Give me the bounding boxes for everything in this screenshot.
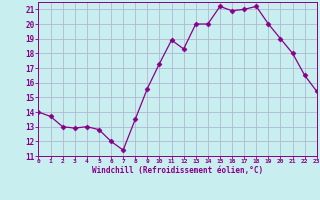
X-axis label: Windchill (Refroidissement éolien,°C): Windchill (Refroidissement éolien,°C): [92, 166, 263, 175]
